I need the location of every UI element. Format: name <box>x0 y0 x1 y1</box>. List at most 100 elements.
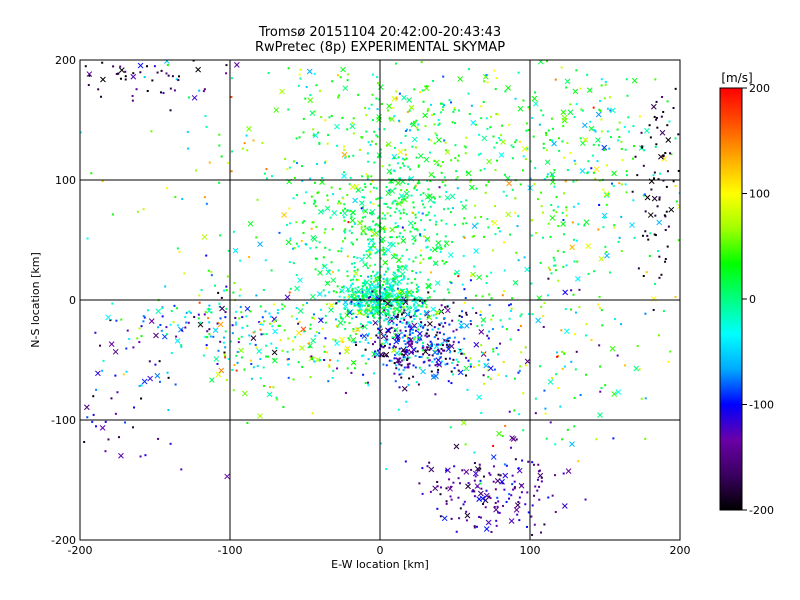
data-point-dot <box>240 311 243 314</box>
data-point-dot <box>407 337 410 340</box>
data-point-dot <box>375 273 378 276</box>
data-point-dot <box>444 184 447 187</box>
data-point-dot <box>396 283 399 286</box>
data-point-x <box>551 140 557 147</box>
data-point-x <box>352 270 359 277</box>
data-point-dot <box>572 180 575 183</box>
data-point-dot <box>358 309 361 312</box>
data-point-dot <box>390 359 393 362</box>
data-point-dot <box>653 233 656 236</box>
data-point-dot <box>235 369 238 372</box>
data-point-x <box>376 116 382 123</box>
data-point-dot <box>443 349 446 352</box>
data-point-dot <box>440 219 443 222</box>
data-point-dot <box>573 425 576 428</box>
data-point-dot <box>442 105 445 108</box>
data-point-dot <box>236 361 239 364</box>
data-point-x <box>108 341 115 347</box>
data-point-dot <box>404 130 407 133</box>
data-point-x <box>629 222 635 228</box>
data-point-x <box>382 259 389 266</box>
data-point-x <box>400 237 407 244</box>
data-point-dot <box>365 294 368 297</box>
data-point-dot <box>497 226 500 229</box>
data-point-dot <box>509 303 512 306</box>
data-point-dot <box>167 409 170 412</box>
data-point-dot <box>366 267 369 270</box>
data-point-dot <box>402 317 405 320</box>
data-point-dot <box>342 216 345 219</box>
data-point-dot <box>230 170 233 173</box>
data-point-dot <box>362 354 365 357</box>
data-point-dot <box>413 228 416 231</box>
data-point-dot <box>394 222 397 225</box>
data-point-dot <box>565 206 568 209</box>
data-point-x <box>399 288 406 295</box>
data-point-dot <box>369 296 372 299</box>
data-point-dot <box>448 99 451 102</box>
data-point-dot <box>369 190 372 193</box>
data-point-dot <box>430 271 433 274</box>
data-point-x <box>463 365 470 372</box>
data-point-x <box>349 217 356 224</box>
data-point-dot <box>441 102 444 105</box>
data-point-dot <box>408 258 411 261</box>
data-point-dot <box>309 247 312 250</box>
data-point-dot <box>436 331 439 334</box>
data-point-dot <box>386 338 389 341</box>
data-point-dot <box>388 328 391 331</box>
data-point-dot <box>387 313 390 316</box>
data-point-dot <box>302 304 305 307</box>
data-point-dot <box>575 103 578 106</box>
data-point-x <box>395 180 401 186</box>
data-point-dot <box>430 139 433 142</box>
data-point-x <box>358 200 365 206</box>
data-point-dot <box>605 203 608 206</box>
data-point-dot <box>661 95 664 98</box>
data-point-dot <box>364 186 367 189</box>
data-point-x <box>366 306 372 313</box>
data-point-dot <box>360 334 363 337</box>
data-point-dot <box>439 250 442 253</box>
data-point-dot <box>498 511 501 514</box>
data-point-dot <box>285 223 288 226</box>
data-point-dot <box>311 316 314 319</box>
data-point-dot <box>310 227 313 230</box>
data-point-dot <box>176 247 179 250</box>
data-point-dot <box>139 455 142 458</box>
data-point-dot <box>222 341 225 344</box>
data-point-dot <box>445 261 448 264</box>
data-point-dot <box>501 325 504 328</box>
data-point-dot <box>356 256 359 259</box>
data-point-dot <box>502 190 505 193</box>
data-point-dot <box>465 136 468 139</box>
data-point-dot <box>223 353 226 356</box>
data-point-dot <box>444 179 447 182</box>
data-point-dot <box>531 313 534 316</box>
data-point-dot <box>347 73 350 76</box>
data-point-dot <box>473 462 476 465</box>
data-point-dot <box>174 383 177 386</box>
data-point-dot <box>417 304 420 307</box>
data-point-dot <box>377 331 380 334</box>
data-point-dot <box>583 224 586 227</box>
data-point-dot <box>452 358 455 361</box>
data-point-dot <box>600 387 603 390</box>
data-point-dot <box>357 302 360 305</box>
data-point-dot <box>343 229 346 232</box>
data-point-dot <box>382 310 385 313</box>
data-point-dot <box>573 116 576 119</box>
data-point-dot <box>586 73 589 76</box>
data-point-dot <box>665 210 668 213</box>
data-point-dot <box>397 408 400 411</box>
data-point-dot <box>99 344 102 347</box>
data-point-dot <box>377 204 380 207</box>
data-point-dot <box>420 321 423 324</box>
data-point-x <box>197 321 204 328</box>
data-point-x <box>453 443 460 450</box>
data-point-x <box>118 452 124 459</box>
data-point-dot <box>422 203 425 206</box>
data-point-dot <box>348 210 351 213</box>
data-point-dot <box>462 222 465 225</box>
data-point-dot <box>392 279 395 282</box>
